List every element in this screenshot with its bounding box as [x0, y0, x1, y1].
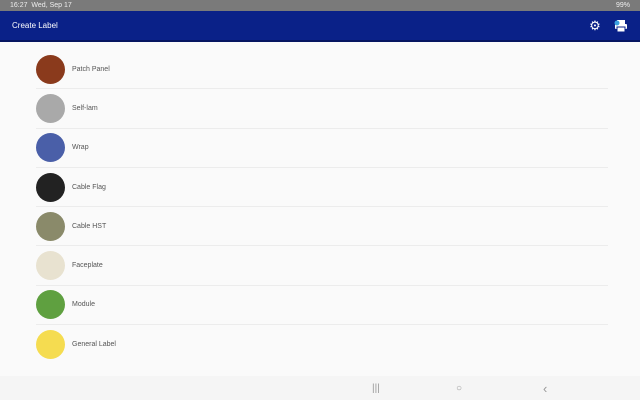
label-type-thumbnail [36, 93, 65, 123]
list-item-label: Patch Panel [72, 65, 110, 73]
list-item[interactable]: Wrap [36, 129, 608, 168]
list-item-label: Cable HST [72, 222, 107, 230]
list-item-label: General Label [72, 341, 116, 349]
list-item-label: Module [72, 301, 95, 309]
list-item-label: Faceplate [72, 262, 103, 270]
status-time: 16:27 [10, 2, 28, 9]
list-item[interactable]: Patch Panel [36, 50, 608, 90]
list-item-label: Cable Flag [72, 183, 106, 191]
label-type-thumbnail [36, 290, 65, 320]
gear-icon[interactable]: ⚙ [589, 17, 601, 33]
status-date: Wed, Sep 17 [31, 2, 72, 9]
list-item-label: Self-lam [72, 104, 98, 112]
status-bar: 16:27 Wed, Sep 17 99% [0, 0, 640, 11]
label-type-thumbnail [36, 54, 65, 84]
label-type-list: Patch Panel Self-lam Wrap Cable Flag Cable H… [36, 50, 608, 364]
label-type-thumbnail [36, 330, 65, 360]
list-item[interactable]: General Label [36, 325, 608, 364]
label-type-thumbnail [36, 251, 65, 281]
label-type-thumbnail [36, 211, 65, 241]
printer-icon[interactable] [614, 19, 628, 33]
battery-level: 99% [615, 2, 630, 9]
back-button[interactable]: ‹ [543, 380, 548, 396]
label-type-thumbnail [36, 172, 65, 202]
navigation-bar: ||| ○ ‹ [0, 376, 640, 400]
list-item[interactable]: Faceplate [36, 246, 608, 286]
list-item[interactable]: Module [36, 286, 608, 326]
list-item[interactable]: Cable Flag [36, 168, 608, 208]
page-title: Create Label [12, 21, 58, 30]
home-button[interactable]: ○ [456, 382, 463, 394]
list-item-label: Wrap [72, 144, 89, 152]
label-type-thumbnail [36, 133, 65, 163]
list-item[interactable]: Cable HST [36, 207, 608, 247]
list-item[interactable]: Self-lam [36, 89, 608, 129]
app-bar: Create Label ⚙ [0, 11, 640, 42]
recents-button[interactable]: ||| [372, 382, 380, 394]
